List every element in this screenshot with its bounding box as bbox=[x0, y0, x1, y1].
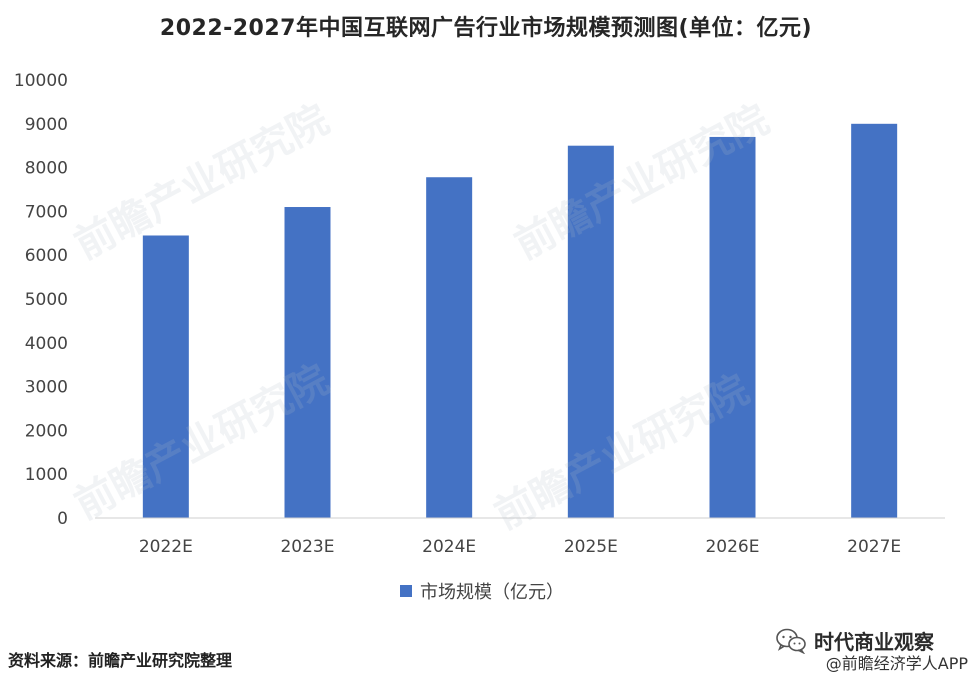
x-tick-label: 2025E bbox=[564, 537, 618, 557]
bars bbox=[142, 123, 898, 519]
y-tick-label: 9000 bbox=[25, 115, 68, 135]
wechat-account-name: 时代商业观察 bbox=[814, 630, 934, 654]
legend-label: 市场规模（亿元） bbox=[420, 582, 564, 603]
wechat-icon bbox=[776, 628, 806, 654]
chart-title: 2022-2027年中国互联网广告行业市场规模预测图(单位：亿元) bbox=[159, 16, 813, 41]
y-tick-label: 7000 bbox=[25, 202, 68, 222]
legend-swatch bbox=[400, 585, 412, 597]
y-axis-labels: 0 1000 2000 3000 4000 5000 6000 7000 8000 9000 100… bbox=[14, 71, 68, 529]
y-tick-label: 1000 bbox=[25, 465, 68, 485]
x-tick-label: 2026E bbox=[705, 537, 759, 557]
bar-2026E bbox=[709, 136, 756, 518]
legend: 市场规模（亿元） bbox=[400, 578, 564, 604]
x-tick-label: 2023E bbox=[280, 537, 334, 557]
x-axis-labels: 2022E 2023E 2024E 2025E 2026E 2027E bbox=[139, 537, 901, 557]
wechat-tag: 时代商业观察 bbox=[776, 626, 934, 655]
y-tick-label: 8000 bbox=[25, 159, 68, 179]
y-tick-label: 4000 bbox=[25, 334, 68, 354]
y-tick-label: 10000 bbox=[14, 71, 68, 91]
y-tick-label: 0 bbox=[57, 509, 68, 529]
bar-2024E bbox=[426, 177, 473, 518]
bar-2027E bbox=[851, 123, 898, 519]
x-tick-label: 2022E bbox=[139, 537, 193, 557]
x-tick-label: 2027E bbox=[847, 537, 901, 557]
bar-2025E bbox=[567, 145, 614, 518]
y-tick-label: 3000 bbox=[25, 378, 68, 398]
bar-2023E bbox=[284, 207, 331, 518]
y-tick-label: 2000 bbox=[25, 421, 68, 441]
bar-2022E bbox=[142, 235, 189, 519]
y-tick-label: 6000 bbox=[25, 246, 68, 266]
y-tick-label: 5000 bbox=[25, 290, 68, 310]
source-note: 资料来源：前瞻产业研究院整理 bbox=[8, 651, 233, 670]
app-tag: @前瞻经济学人APP bbox=[825, 654, 968, 673]
x-tick-label: 2024E bbox=[422, 537, 476, 557]
